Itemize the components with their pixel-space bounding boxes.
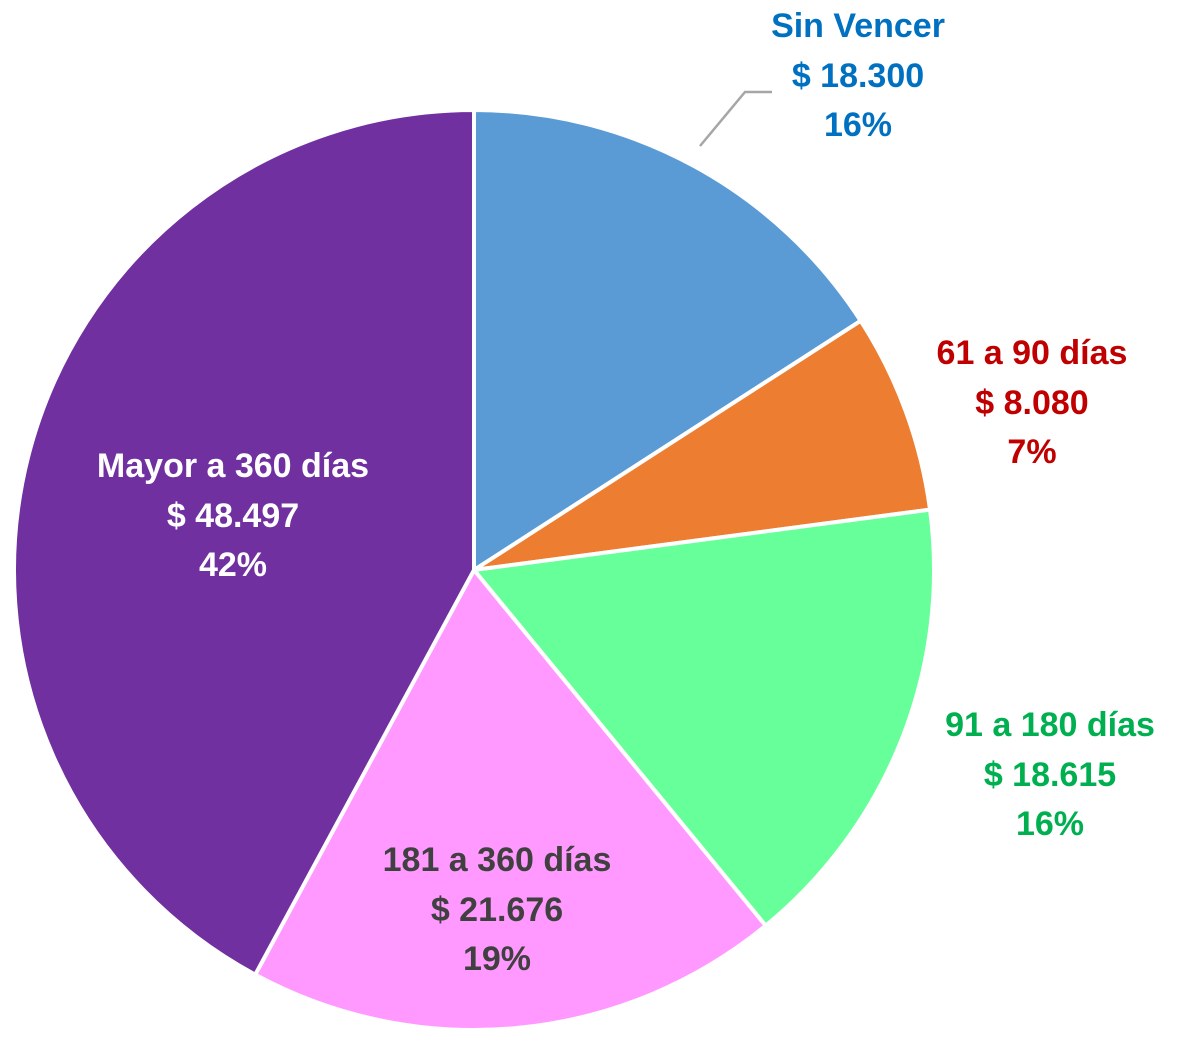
slice-label: Mayor a 360 días: [97, 447, 369, 485]
leader-line: [699, 90, 772, 147]
pie-slice: [12, 108, 476, 977]
pie-slice: [253, 568, 768, 1032]
value-label: $ 21.676: [431, 891, 563, 929]
percent-label: 16%: [824, 106, 892, 144]
value-label: $ 8.080: [975, 384, 1088, 422]
value-label: $ 48.497: [167, 497, 299, 535]
percent-label: 42%: [199, 546, 267, 584]
percent-label: 19%: [463, 940, 531, 978]
slice-label: 61 a 90 días: [937, 334, 1128, 372]
pie-slice: [472, 318, 933, 572]
slice-label: 181 a 360 días: [383, 841, 612, 879]
slice-label: Sin Vencer: [771, 7, 945, 45]
value-label: $ 18.300: [792, 57, 924, 95]
pie-slice: [472, 507, 936, 928]
percent-label: 16%: [1016, 805, 1084, 843]
value-label: $ 18.615: [984, 756, 1116, 794]
slice-label: 91 a 180 días: [945, 706, 1155, 744]
percent-label: 7%: [1007, 433, 1056, 471]
pie-slice: [472, 108, 863, 572]
